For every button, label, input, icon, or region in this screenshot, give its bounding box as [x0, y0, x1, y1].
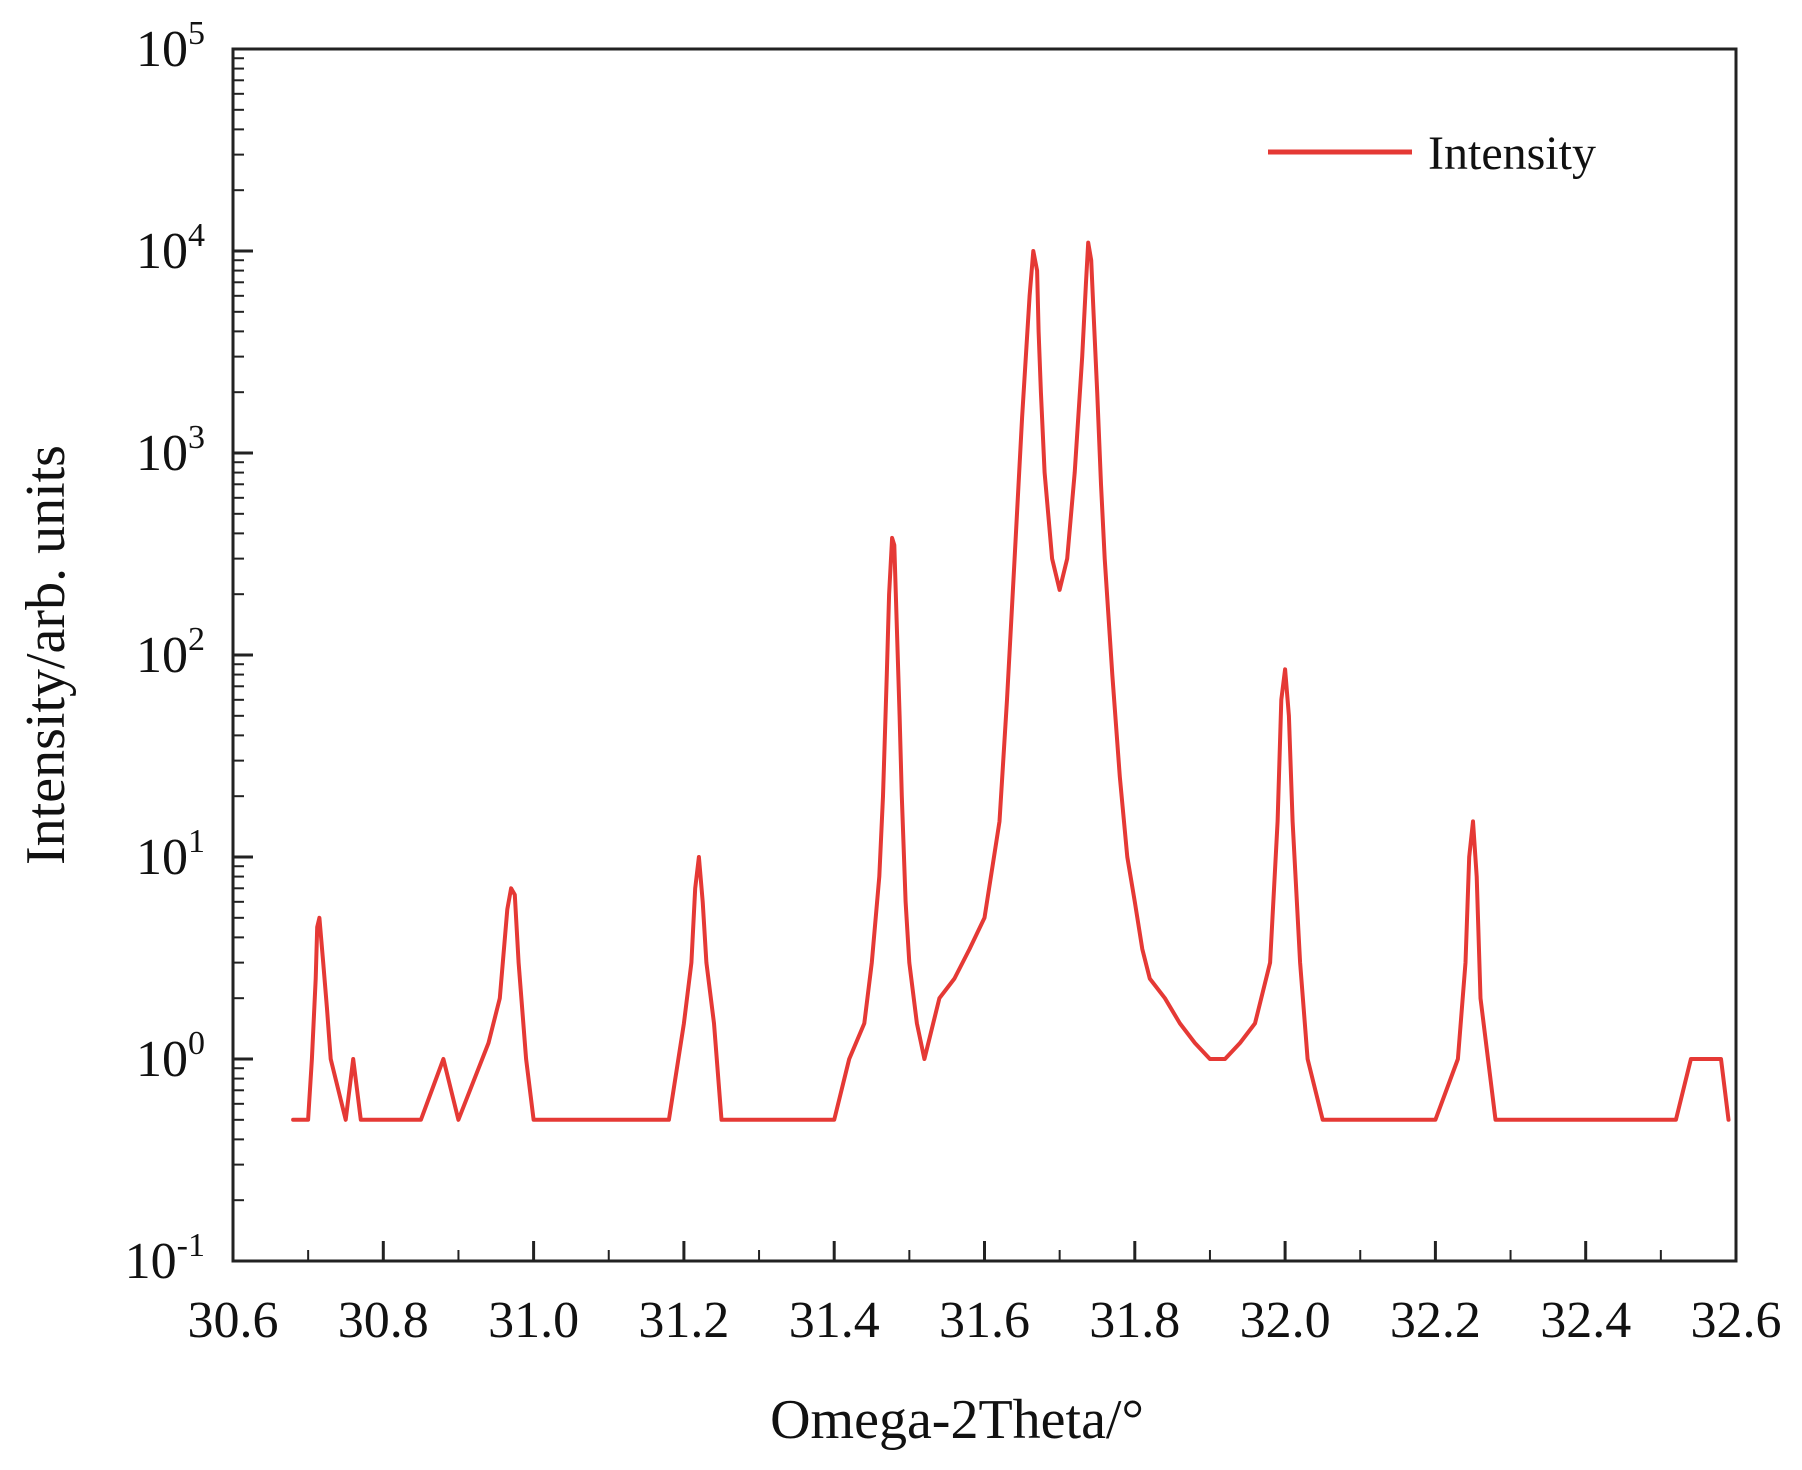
legend: Intensity [1268, 127, 1596, 180]
minor-ticks [233, 57, 1662, 1261]
x-axis-title: Omega-2Theta/° [770, 1389, 1144, 1451]
x-tick-label: 31.8 [1089, 1292, 1180, 1349]
x-tick-label: 30.6 [188, 1292, 279, 1349]
x-tick-label: 32.4 [1540, 1292, 1631, 1349]
y-axis-ticks: 10-1 100 101 102 103 104 105 [125, 15, 253, 1290]
y-tick-label: 104 [136, 217, 205, 280]
y-tick-label: 10-1 [125, 1227, 205, 1290]
y-tick-label: 105 [136, 15, 205, 78]
y-tick-label: 100 [136, 1025, 205, 1088]
y-tick-label: 102 [136, 621, 205, 684]
series-line-0 [291, 240, 1731, 1122]
x-tick-label: 31.4 [789, 1292, 880, 1349]
x-tick-label: 32.0 [1240, 1292, 1331, 1349]
x-tick-label: 30.8 [338, 1292, 429, 1349]
x-tick-label: 32.6 [1691, 1292, 1782, 1349]
y-tick-label: 103 [136, 419, 205, 482]
x-tick-label: 31.6 [939, 1292, 1030, 1349]
y-axis-title: Intensity/arb. units [15, 445, 77, 865]
y-tick-label: 101 [136, 823, 205, 886]
x-tick-label: 31.0 [488, 1292, 579, 1349]
plot-area-border [231, 47, 1738, 1263]
x-tick-label: 32.2 [1390, 1292, 1481, 1349]
x-axis-ticks: 30.6 30.8 31.0 31.2 31.4 31.6 31.8 32.0 32.2 32.4… [188, 1241, 1782, 1349]
series-layer [291, 240, 1731, 1122]
x-tick-label: 31.2 [638, 1292, 729, 1349]
legend-label: Intensity [1428, 127, 1596, 180]
